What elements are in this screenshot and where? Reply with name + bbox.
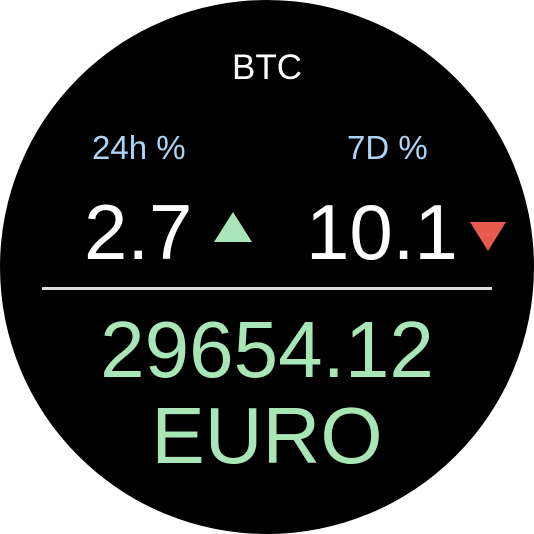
divider — [42, 287, 492, 290]
change-24h-value: 2.7 — [84, 188, 193, 276]
change-7d-label: 7D % — [347, 129, 428, 166]
price-amount: 29654.12 — [100, 305, 434, 394]
price-currency: EURO — [151, 391, 383, 480]
triangle-up-icon — [214, 212, 252, 242]
coin-symbol: BTC — [232, 48, 302, 87]
change-7d-value: 10.1 — [306, 188, 458, 276]
triangle-down-icon — [470, 222, 506, 251]
change-24h-label: 24h % — [92, 129, 186, 166]
